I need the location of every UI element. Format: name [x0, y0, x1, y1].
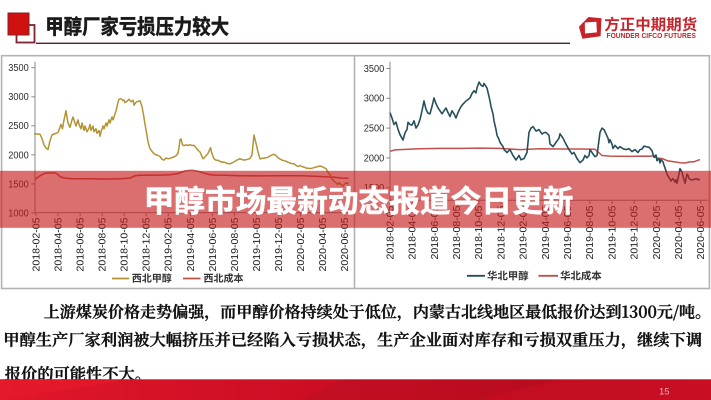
- svg-text:2020-06-05: 2020-06-05: [696, 205, 707, 259]
- svg-text:2018-02-05: 2018-02-05: [385, 205, 396, 259]
- svg-text:2018-04-05: 2018-04-05: [408, 205, 419, 259]
- svg-text:2018-04-05: 2018-04-05: [53, 217, 64, 271]
- svg-text:2019-08-05: 2019-08-05: [585, 205, 596, 259]
- svg-text:2000: 2000: [364, 153, 385, 164]
- svg-text:2020-04-05: 2020-04-05: [318, 217, 329, 271]
- svg-text:FOUNDER CIFCO FUTURES: FOUNDER CIFCO FUTURES: [607, 31, 696, 40]
- svg-text:2000: 2000: [8, 150, 29, 161]
- svg-text:2018-08-05: 2018-08-05: [98, 217, 109, 271]
- svg-text:2019-04-05: 2019-04-05: [541, 205, 552, 259]
- svg-text:2018-10-05: 2018-10-05: [120, 217, 131, 271]
- svg-text:2019-10-05: 2019-10-05: [607, 205, 618, 259]
- svg-text:2019-12-05: 2019-12-05: [630, 205, 641, 259]
- svg-text:2020-06-05: 2020-06-05: [340, 217, 351, 271]
- svg-text:2019-02-05: 2019-02-05: [164, 217, 175, 271]
- svg-text:3500: 3500: [8, 63, 29, 74]
- svg-text:2020-04-05: 2020-04-05: [674, 205, 685, 259]
- svg-text:3000: 3000: [8, 92, 29, 103]
- svg-text:2019-06-05: 2019-06-05: [208, 217, 219, 271]
- svg-text:2019-08-05: 2019-08-05: [230, 217, 241, 271]
- svg-text:2018-02-05: 2018-02-05: [31, 217, 42, 271]
- svg-text:3500: 3500: [364, 64, 385, 75]
- svg-text:15: 15: [659, 387, 670, 398]
- svg-text:2019-04-05: 2019-04-05: [186, 217, 197, 271]
- svg-text:2018-06-05: 2018-06-05: [430, 205, 441, 259]
- svg-text:2020-02-05: 2020-02-05: [296, 217, 307, 271]
- svg-text:2018-12-05: 2018-12-05: [142, 217, 153, 271]
- svg-text:2020-02-05: 2020-02-05: [652, 205, 663, 259]
- svg-text:2019-02-05: 2019-02-05: [519, 205, 530, 259]
- svg-text:2019-10-05: 2019-10-05: [252, 217, 263, 271]
- svg-text:2019-12-05: 2019-12-05: [274, 217, 285, 271]
- svg-text:2500: 2500: [364, 124, 385, 135]
- svg-text:2019-06-05: 2019-06-05: [563, 205, 574, 259]
- svg-text:2018-12-05: 2018-12-05: [496, 205, 507, 259]
- svg-text:2018-08-05: 2018-08-05: [452, 205, 463, 259]
- svg-text:2500: 2500: [8, 121, 29, 132]
- svg-text:2018-06-05: 2018-06-05: [76, 217, 87, 271]
- svg-text:3000: 3000: [364, 94, 385, 105]
- svg-text:2018-10-05: 2018-10-05: [474, 205, 485, 259]
